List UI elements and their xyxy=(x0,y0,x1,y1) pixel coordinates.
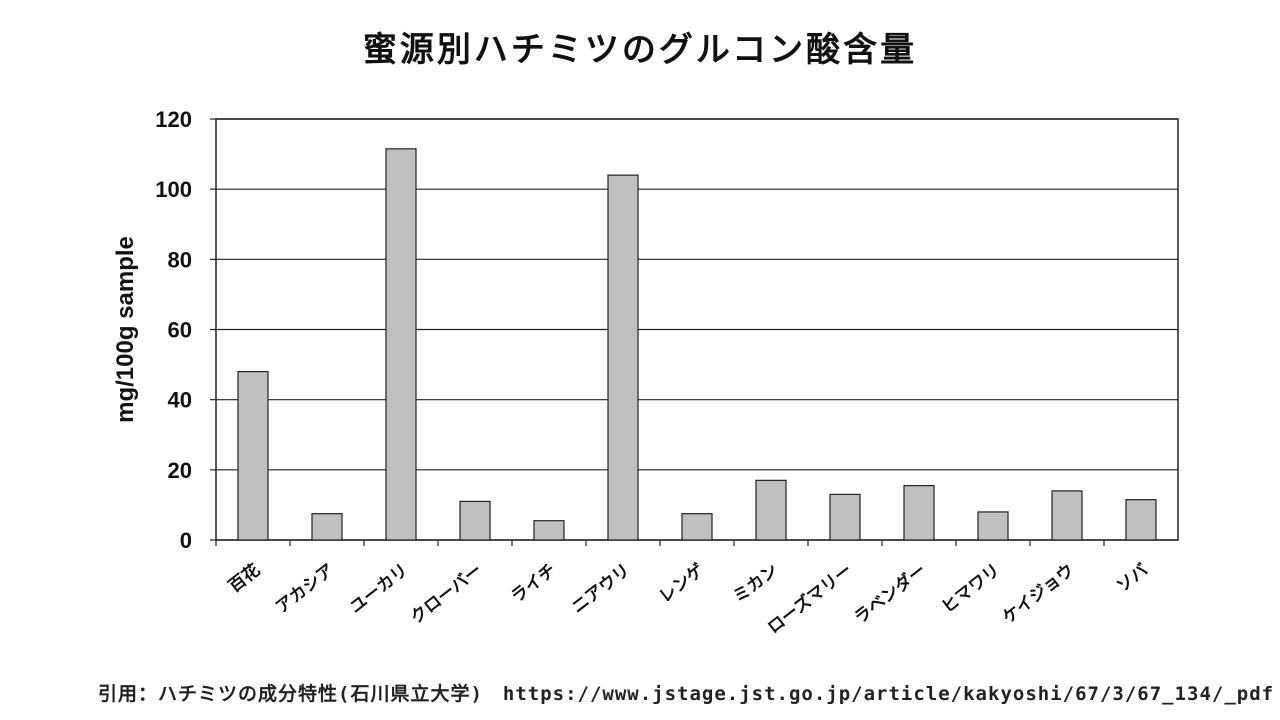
x-category-label: ソバ xyxy=(1113,560,1152,597)
y-tick-label: 120 xyxy=(155,107,192,132)
x-category-label: ラベンダー xyxy=(850,559,930,628)
chart-title: 蜜源別ハチミツのグルコン酸含量 xyxy=(362,30,918,70)
bar xyxy=(459,500,491,541)
bar xyxy=(903,485,935,541)
x-category-label: レンゲ xyxy=(655,559,708,607)
source-citation: 引用：ハチミツの成分特性(石川県立大学) https://www.jstage.… xyxy=(98,683,1275,705)
y-axis-ticks: 0 20 40 60 80 100 120 xyxy=(155,107,216,553)
bar xyxy=(829,493,861,541)
bar xyxy=(311,513,343,541)
y-tick-label: 40 xyxy=(168,388,192,413)
bar xyxy=(755,479,787,541)
y-tick-label: 0 xyxy=(180,528,192,553)
x-category-label: ユーカリ xyxy=(346,560,412,618)
y-tick-label: 80 xyxy=(168,247,192,272)
x-category-label: ライチ xyxy=(508,560,561,607)
x-category-label: アカシア xyxy=(272,560,338,618)
bar xyxy=(977,511,1009,541)
x-category-label: ミカン xyxy=(730,560,783,607)
bar xyxy=(607,174,639,541)
x-category-label: クローバー xyxy=(407,560,486,628)
bar xyxy=(385,148,417,541)
x-category-label: ニアウリ xyxy=(568,560,634,618)
x-category-label: 百花 xyxy=(224,559,264,596)
y-tick-label: 20 xyxy=(168,458,192,483)
x-category-label: ケイジョウ xyxy=(999,560,1078,628)
y-tick-label: 60 xyxy=(168,318,192,343)
bars xyxy=(237,148,1157,541)
gridlines xyxy=(216,118,1178,541)
bar xyxy=(1051,490,1083,541)
bar xyxy=(237,371,269,541)
x-category-label: ヒマワリ xyxy=(938,560,1004,618)
x-axis-categories: 百花 アカシア ユーカリクローバー ライチ ニアウリ レンゲ ミカンローズマリーラベンダーヒ… xyxy=(215,540,1152,638)
y-axis-label: mg/100g sample xyxy=(112,236,139,423)
bar xyxy=(533,520,565,541)
y-tick-label: 100 xyxy=(155,177,192,202)
bar xyxy=(1125,499,1157,541)
bar xyxy=(681,513,713,541)
